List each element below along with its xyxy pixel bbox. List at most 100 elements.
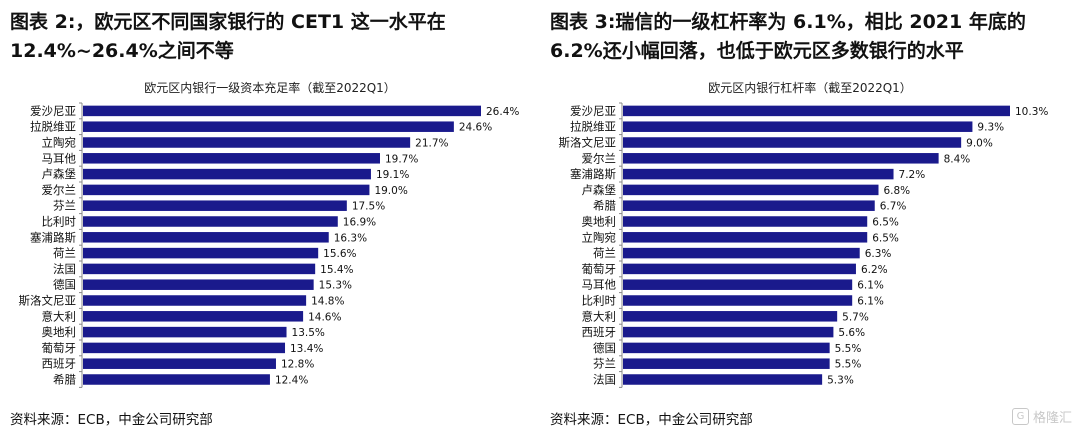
data-label: 12.4% (275, 375, 308, 387)
bar (83, 263, 316, 275)
bar (83, 247, 319, 259)
data-label: 10.3% (1015, 106, 1048, 118)
bar (83, 200, 347, 211)
data-label: 6.8% (883, 185, 910, 197)
bar (623, 168, 894, 180)
data-label: 19.1% (376, 169, 409, 181)
category-label: 立陶宛 (582, 230, 617, 244)
bar (623, 326, 834, 338)
bar (83, 105, 481, 117)
bar (83, 137, 411, 148)
bar (83, 168, 371, 180)
bar (83, 184, 370, 196)
category-label: 荷兰 (53, 246, 76, 260)
bar (623, 263, 856, 275)
data-label: 13.5% (292, 327, 325, 339)
bar (83, 311, 304, 322)
chart2-title: 欧元区内银行杠杆率（截至2022Q1） (708, 81, 912, 95)
watermark-text: 格隆汇 (1032, 411, 1072, 426)
figure3-title: 图表 3:瑞信的一级杠杆率为 6.1%，相比 2021 年底的 6.2%还小幅回… (550, 11, 1026, 62)
category-label: 意大利 (582, 309, 617, 323)
category-label: 法国 (53, 262, 76, 276)
bar (623, 184, 879, 196)
category-label: 塞浦路斯 (30, 230, 76, 244)
category-label: 法国 (593, 373, 616, 387)
bar (623, 232, 868, 243)
category-label: 爱尔兰 (42, 183, 77, 197)
figure2-title: 图表 2:，欧元区不同国家银行的 CET1 这一水平在 12.4%~26.4%之… (10, 11, 446, 62)
category-label: 意大利 (42, 309, 77, 323)
chart1-title: 欧元区内银行一级资本充足率（截至2022Q1） (144, 81, 396, 95)
figure3-panel: 图表 3:瑞信的一级杠杆率为 6.1%，相比 2021 年底的 6.2%还小幅回… (540, 0, 1080, 435)
data-label: 15.4% (320, 264, 353, 276)
category-label: 葡萄牙 (42, 341, 77, 355)
category-label: 比利时 (42, 215, 77, 229)
bar (623, 279, 853, 290)
category-label: 西班牙 (42, 357, 77, 371)
data-label: 16.3% (334, 232, 367, 244)
bar (83, 216, 338, 227)
g-logo-icon: G (1011, 408, 1029, 425)
category-label: 芬兰 (593, 357, 616, 371)
data-label: 7.2% (899, 169, 926, 181)
category-label: 拉脱维亚 (570, 120, 616, 134)
data-label: 15.6% (323, 248, 356, 260)
data-label: 6.7% (880, 201, 907, 213)
bar (623, 374, 823, 385)
bar (83, 232, 329, 243)
bar (83, 374, 270, 385)
data-label: 19.7% (385, 153, 418, 165)
data-label: 19.0% (374, 185, 407, 197)
category-label: 马耳他 (42, 151, 77, 165)
watermark: G 格隆汇 (1011, 407, 1072, 426)
data-label: 26.4% (486, 106, 519, 118)
category-label: 塞浦路斯 (570, 167, 616, 181)
data-label: 24.6% (459, 122, 492, 134)
bar (623, 200, 875, 211)
bar (83, 121, 454, 132)
bar (623, 295, 853, 306)
data-label: 6.1% (857, 296, 884, 308)
bar (83, 326, 287, 338)
category-label: 希腊 (593, 199, 616, 213)
data-label: 5.3% (827, 375, 854, 387)
category-label: 西班牙 (582, 325, 617, 339)
chart2-svg: 爱沙尼亚 10.3% 拉脱维亚 9.3% 斯洛文尼亚 9.0% 爱尔兰 8.4% 塞浦路斯 7.2… (559, 102, 1048, 388)
figure2-source: 资料来源：ECB，中金公司研究部 (10, 412, 213, 428)
bar (623, 311, 838, 322)
category-label: 马耳他 (582, 278, 617, 292)
bar (623, 342, 830, 354)
bar (623, 216, 868, 227)
category-label: 爱沙尼亚 (570, 104, 616, 118)
data-label: 8.4% (944, 153, 971, 165)
data-label: 12.8% (281, 359, 314, 371)
bar (623, 358, 830, 369)
category-label: 立陶宛 (42, 136, 77, 150)
category-label: 芬兰 (53, 199, 76, 213)
data-label: 6.3% (865, 248, 892, 260)
bar (83, 295, 307, 306)
category-label: 卢森堡 (42, 167, 77, 181)
data-label: 13.4% (290, 343, 323, 355)
category-label: 葡萄牙 (582, 262, 617, 276)
category-label: 荷兰 (593, 246, 616, 260)
bar (83, 279, 314, 290)
data-label: 15.3% (319, 280, 352, 292)
data-label: 14.8% (311, 296, 344, 308)
figure2-panel: 图表 2:，欧元区不同国家银行的 CET1 这一水平在 12.4%~26.4%之… (10, 11, 519, 428)
bar (623, 105, 1010, 117)
category-label: 卢森堡 (582, 183, 617, 197)
category-label: 斯洛文尼亚 (559, 136, 617, 150)
category-label: 斯洛文尼亚 (19, 294, 77, 308)
data-label: 5.5% (835, 343, 862, 355)
category-label: 奥地利 (42, 325, 77, 339)
chart1-svg: 爱沙尼亚 26.4% 拉脱维亚 24.6% 立陶宛 21.7% 马耳他 19.7% 卢森堡 19.… (19, 102, 519, 388)
data-label: 5.7% (842, 311, 869, 323)
data-label: 17.5% (352, 201, 385, 213)
category-label: 奥地利 (582, 215, 617, 229)
bar (623, 121, 973, 132)
data-label: 5.5% (835, 359, 862, 371)
category-label: 希腊 (53, 373, 76, 387)
data-label: 21.7% (415, 138, 448, 150)
data-label: 6.1% (857, 280, 884, 292)
